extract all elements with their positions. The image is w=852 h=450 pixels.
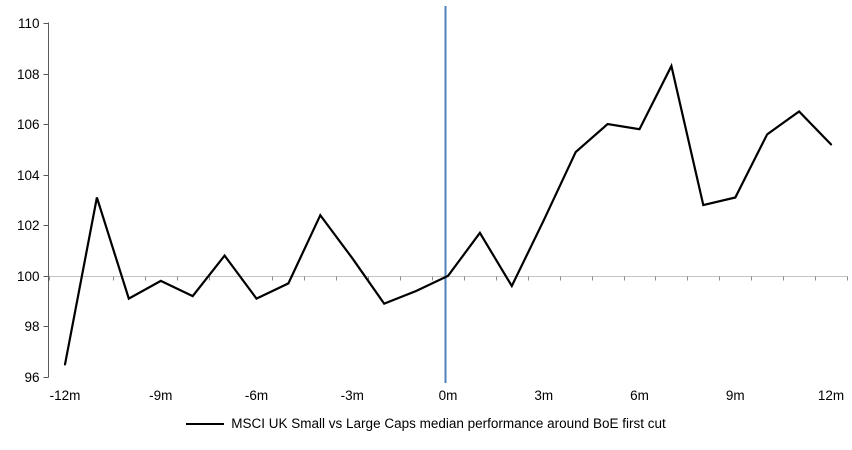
x-tick-label: -9m bbox=[149, 388, 172, 403]
legend-label: MSCI UK Small vs Large Caps median perfo… bbox=[231, 416, 666, 431]
y-tick-label: 106 bbox=[17, 117, 40, 132]
legend-line-swatch bbox=[186, 422, 225, 425]
x-tick-label: 12m bbox=[818, 388, 844, 403]
x-tick-label: 3m bbox=[534, 388, 553, 403]
x-tick-label: -3m bbox=[341, 388, 364, 403]
y-tick-label: 98 bbox=[24, 319, 39, 334]
y-tick-label: 96 bbox=[24, 370, 39, 385]
y-tick-label: 102 bbox=[17, 218, 40, 233]
x-tick-label: 0m bbox=[439, 388, 458, 403]
y-tick-label: 100 bbox=[17, 269, 40, 284]
y-tick-label: 104 bbox=[17, 168, 40, 183]
y-tick-label: 110 bbox=[18, 16, 40, 31]
y-tick-label: 108 bbox=[17, 67, 40, 82]
x-tick-label: 9m bbox=[726, 388, 745, 403]
x-tick-label: -6m bbox=[245, 388, 268, 403]
legend: MSCI UK Small vs Large Caps median perfo… bbox=[0, 416, 852, 431]
x-tick-label: -12m bbox=[50, 388, 81, 403]
series-polyline bbox=[63, 62, 833, 366]
x-tick-label: 6m bbox=[630, 388, 649, 403]
